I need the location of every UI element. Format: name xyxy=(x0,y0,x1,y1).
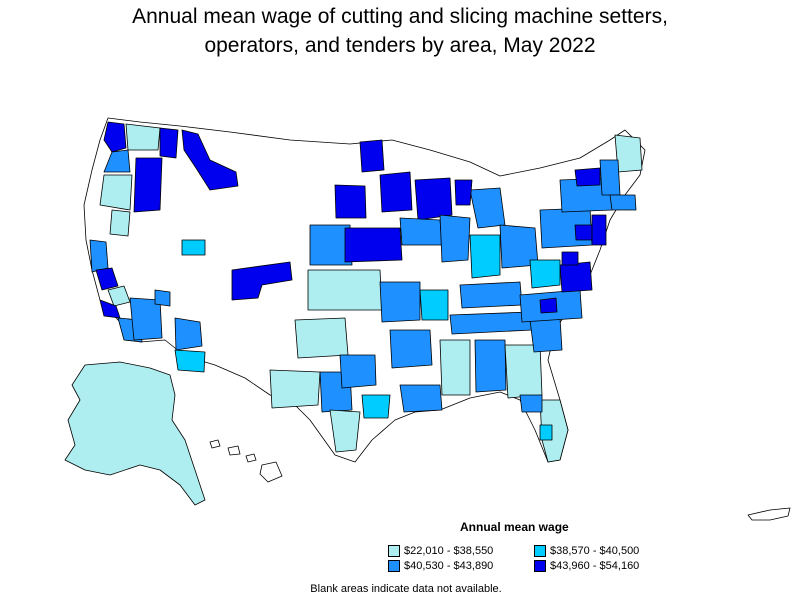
area-in-1 xyxy=(469,234,501,279)
legend-item-4: $43,960 - $54,160 xyxy=(534,560,639,572)
area-co-1 xyxy=(231,261,293,301)
area-sc-1 xyxy=(529,317,563,353)
legend-label-1: $22,010 - $38,550 xyxy=(404,545,494,557)
map-title: Annual mean wage of cutting and slicing … xyxy=(0,2,800,60)
area-mi-1 xyxy=(469,187,506,229)
area-wa-1 xyxy=(103,121,127,153)
legend-label-3: $40,530 - $43,890 xyxy=(404,560,494,572)
map-regions xyxy=(64,117,791,521)
area-fl-3 xyxy=(539,424,553,441)
puerto-rico xyxy=(747,507,791,521)
area-ar-1 xyxy=(389,329,433,369)
hawaii-island-1 xyxy=(209,439,221,449)
area-mo-2 xyxy=(419,289,449,321)
no-data-note: Blank areas indicate data not available. xyxy=(310,583,502,595)
legend-item-1: $22,010 - $38,550 xyxy=(388,545,493,557)
area-wa-2 xyxy=(125,123,161,151)
area-wa-3 xyxy=(103,149,131,173)
alaska-outline xyxy=(64,361,206,506)
area-id-1 xyxy=(181,129,239,191)
area-ga-1 xyxy=(504,344,543,399)
area-ia-1 xyxy=(344,227,403,263)
area-tx-5 xyxy=(361,394,391,419)
area-il-1 xyxy=(439,214,471,263)
area-nh-vt-1 xyxy=(599,159,621,196)
area-or-2 xyxy=(99,174,133,211)
title-line-1: Annual mean wage of cutting and slicing … xyxy=(132,5,668,28)
area-wv-1 xyxy=(529,259,561,289)
area-az-2 xyxy=(174,317,203,351)
area-id-2 xyxy=(109,209,131,237)
area-ny-2 xyxy=(574,167,601,187)
area-nv-1 xyxy=(154,289,171,307)
area-nc-2 xyxy=(539,297,558,314)
area-pa-2 xyxy=(574,224,593,241)
area-md-1 xyxy=(561,251,579,266)
area-wa-4 xyxy=(159,127,179,159)
area-nj-1 xyxy=(591,214,607,246)
area-ks-1 xyxy=(307,269,383,311)
legend-swatch-3 xyxy=(388,560,400,572)
area-wi-1 xyxy=(414,177,453,221)
area-mn-1 xyxy=(334,184,367,219)
legend-label-4: $43,960 - $54,160 xyxy=(550,560,640,572)
area-az-1 xyxy=(129,297,163,341)
area-or-1 xyxy=(133,157,163,213)
legend-swatch-2 xyxy=(534,545,546,557)
area-az-3 xyxy=(174,349,206,373)
area-ma-1 xyxy=(609,194,637,211)
title-line-2: operators, and tenders by area, May 2022 xyxy=(204,34,596,57)
area-mi-2 xyxy=(454,179,473,206)
area-la-1 xyxy=(399,384,443,413)
area-fl-2 xyxy=(519,394,543,413)
legend-swatch-1 xyxy=(388,545,400,557)
legend-label-2: $38,570 - $40,500 xyxy=(550,545,640,557)
area-ca-2 xyxy=(95,267,119,291)
area-va-1 xyxy=(559,261,593,293)
area-mn-2 xyxy=(379,171,413,213)
legend-swatch-4 xyxy=(534,560,546,572)
area-tn-1 xyxy=(449,311,533,335)
area-tx-3 xyxy=(339,354,377,389)
area-ok-1 xyxy=(294,317,349,359)
hawaii-island-3 xyxy=(245,453,257,463)
area-tx-1 xyxy=(269,369,321,409)
area-ms-1 xyxy=(439,339,471,396)
area-al-1 xyxy=(474,339,507,393)
area-tx-4 xyxy=(329,409,361,453)
area-nd-1 xyxy=(359,139,385,173)
area-me-1 xyxy=(614,134,643,173)
hawaii-island-2 xyxy=(227,445,241,456)
hawaii-island-4 xyxy=(259,461,283,483)
area-ca-1 xyxy=(89,239,109,273)
legend-item-2: $38,570 - $40,500 xyxy=(534,545,639,557)
area-ia-2 xyxy=(399,217,443,246)
area-ky-1 xyxy=(459,281,523,309)
legend-item-3: $40,530 - $43,890 xyxy=(388,560,493,572)
area-ne-1 xyxy=(309,224,353,266)
area-mo-1 xyxy=(379,281,421,323)
legend-title: Annual mean wage xyxy=(460,520,569,534)
area-ut-1 xyxy=(181,239,206,256)
